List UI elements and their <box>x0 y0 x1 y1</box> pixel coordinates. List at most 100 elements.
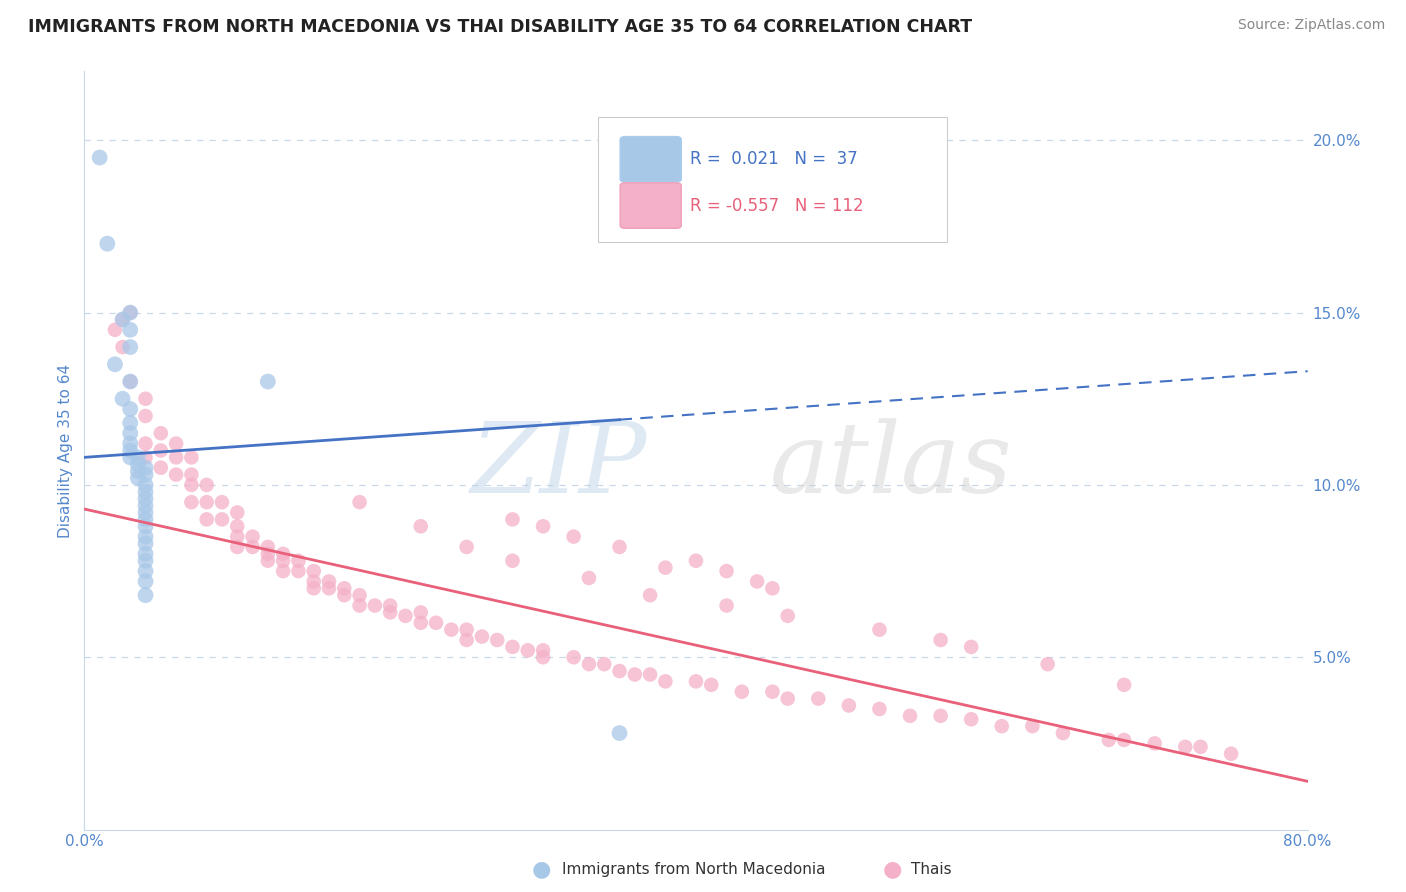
Point <box>456 633 478 648</box>
Point <box>135 484 157 499</box>
Point <box>716 564 738 578</box>
Point <box>135 491 157 506</box>
Point <box>104 323 127 337</box>
Point <box>700 678 723 692</box>
Point <box>180 478 202 492</box>
Point <box>226 540 249 554</box>
Point <box>380 606 402 620</box>
Point <box>127 457 149 471</box>
Point <box>1174 739 1197 754</box>
Point <box>226 519 249 533</box>
Point <box>135 409 157 423</box>
Point <box>685 554 707 568</box>
Point <box>593 657 616 672</box>
Point <box>1098 733 1121 747</box>
Point <box>838 698 860 713</box>
Point <box>1220 747 1243 761</box>
Point <box>165 450 187 465</box>
Point <box>960 640 983 654</box>
Point <box>226 506 249 520</box>
Point <box>120 436 142 450</box>
Y-axis label: Disability Age 35 to 64: Disability Age 35 to 64 <box>58 363 73 538</box>
Point <box>1036 657 1059 672</box>
Point <box>869 623 891 637</box>
Point <box>149 426 172 441</box>
Point <box>624 667 647 681</box>
Point <box>502 554 524 568</box>
Point <box>104 357 127 371</box>
Point <box>333 582 356 596</box>
Point <box>1114 733 1136 747</box>
Point <box>731 684 754 698</box>
Point <box>302 582 325 596</box>
Point <box>120 375 142 389</box>
Point <box>409 519 432 533</box>
Point <box>776 691 799 706</box>
Point <box>302 564 325 578</box>
Point <box>1052 726 1074 740</box>
Point <box>531 643 554 657</box>
Point <box>120 402 142 417</box>
Point <box>135 450 157 465</box>
Point <box>349 495 371 509</box>
Point <box>1143 736 1166 750</box>
Point <box>135 564 157 578</box>
Point <box>135 588 157 602</box>
Point <box>180 467 202 482</box>
Point <box>747 574 769 589</box>
Point <box>120 340 142 354</box>
Text: ●: ● <box>883 860 903 880</box>
Point <box>1021 719 1043 733</box>
Point <box>271 547 294 561</box>
Point <box>135 460 157 475</box>
Point <box>531 519 554 533</box>
Point <box>425 615 447 630</box>
Point <box>409 615 432 630</box>
Point <box>211 512 233 526</box>
Point <box>380 599 402 613</box>
Text: ZIP: ZIP <box>471 418 647 513</box>
Point <box>516 643 538 657</box>
Point <box>271 564 294 578</box>
Point <box>135 519 157 533</box>
Point <box>349 599 371 613</box>
Point <box>195 512 218 526</box>
Point <box>318 574 340 589</box>
Point <box>135 436 157 450</box>
Point <box>135 499 157 513</box>
Point <box>578 657 600 672</box>
Point <box>127 450 149 465</box>
Point <box>211 495 233 509</box>
Point <box>898 708 921 723</box>
Point <box>120 305 142 319</box>
Point <box>271 554 294 568</box>
Point <box>120 426 142 441</box>
Point <box>929 633 952 648</box>
Text: R =  0.021   N =  37: R = 0.021 N = 37 <box>690 151 858 169</box>
Point <box>135 574 157 589</box>
Point <box>135 512 157 526</box>
Point <box>562 650 585 665</box>
Point <box>302 574 325 589</box>
Point <box>165 436 187 450</box>
Point <box>654 560 676 574</box>
Point <box>609 726 631 740</box>
Point <box>929 708 952 723</box>
Point <box>242 540 264 554</box>
Text: IMMIGRANTS FROM NORTH MACEDONIA VS THAI DISABILITY AGE 35 TO 64 CORRELATION CHAR: IMMIGRANTS FROM NORTH MACEDONIA VS THAI … <box>28 18 972 36</box>
Point <box>135 506 157 520</box>
Point <box>111 340 134 354</box>
Point <box>287 554 309 568</box>
Point <box>609 540 631 554</box>
Point <box>127 464 149 478</box>
Point <box>502 512 524 526</box>
Point <box>456 623 478 637</box>
Point <box>761 582 783 596</box>
Point <box>120 305 142 319</box>
FancyBboxPatch shape <box>620 183 682 228</box>
Point <box>120 323 142 337</box>
Point <box>89 151 111 165</box>
Text: atlas: atlas <box>769 418 1012 513</box>
Point <box>135 530 157 544</box>
Point <box>761 684 783 698</box>
